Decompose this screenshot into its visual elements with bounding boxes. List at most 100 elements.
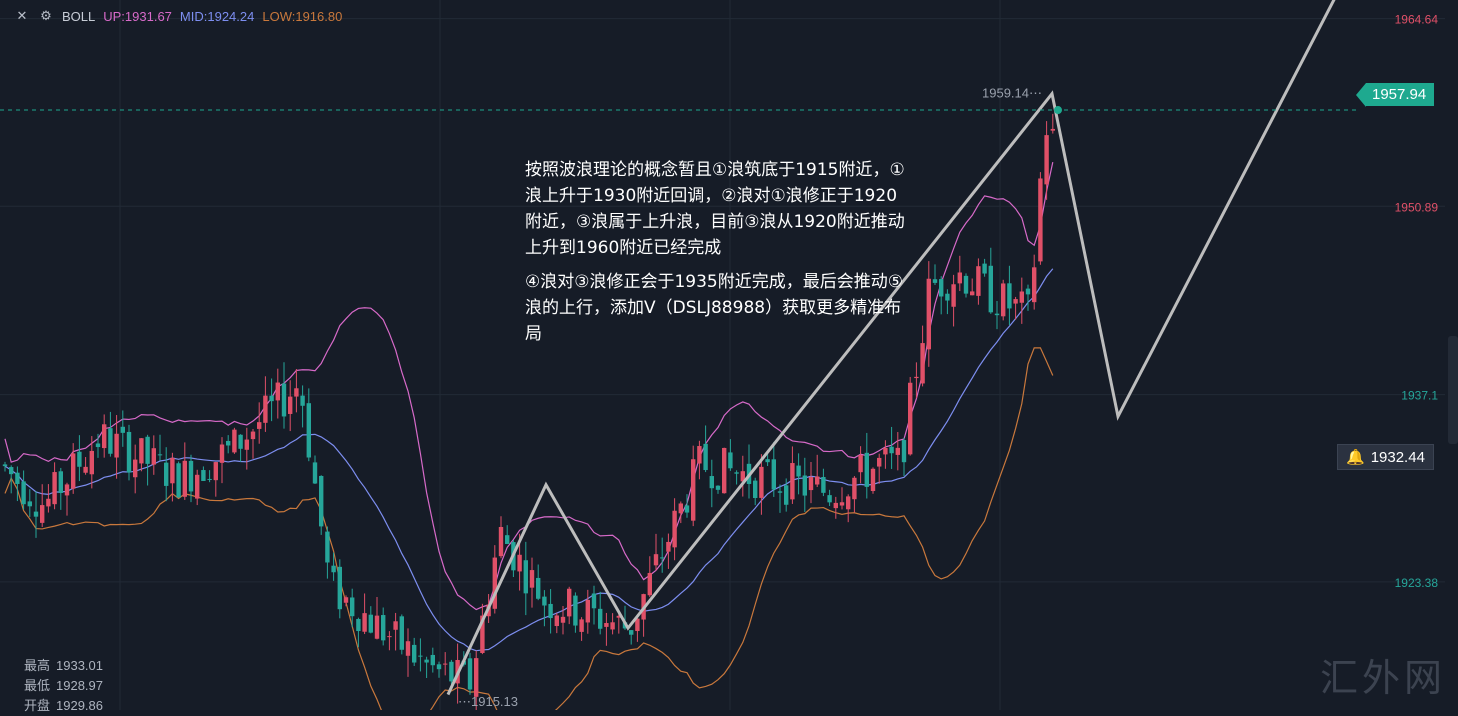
candle-body — [529, 570, 535, 588]
candle-body — [294, 388, 299, 397]
candle-body — [548, 603, 553, 619]
candle-body — [288, 396, 293, 414]
candle-body — [1013, 299, 1018, 304]
candle-body — [877, 457, 882, 467]
candle-body — [1007, 283, 1012, 309]
candle-body — [1025, 288, 1031, 295]
candle-body — [728, 452, 733, 469]
candle-body — [474, 658, 479, 697]
boll-low-value: LOW:1916.80 — [262, 8, 343, 24]
candle-body — [325, 531, 330, 563]
candle-body — [684, 505, 690, 513]
candle-body — [319, 475, 324, 527]
candle-body — [238, 434, 243, 449]
candle-body — [263, 395, 268, 423]
candle-body — [436, 664, 442, 670]
candle-body — [970, 291, 975, 296]
candle-body — [579, 619, 584, 632]
candle-body — [672, 510, 677, 548]
boll-middle-line — [4, 268, 1054, 652]
candle-body — [846, 496, 851, 510]
candle-body — [802, 475, 807, 496]
candle-body — [418, 655, 423, 657]
last-price-dot — [1054, 106, 1062, 115]
y-axis-tick-label: 1937.1 — [1401, 389, 1438, 403]
candle-body — [858, 454, 863, 473]
candle-body — [331, 565, 336, 573]
candle-body — [257, 422, 262, 429]
boll-lower-band — [4, 347, 1054, 710]
candle-body — [554, 615, 559, 627]
price-alert-tag[interactable]: 🔔 1932.44 — [1337, 444, 1434, 470]
candle-body — [164, 462, 169, 486]
candle-body — [58, 471, 63, 493]
candle-body — [145, 436, 150, 464]
candle-body — [498, 526, 504, 557]
boll-middle-band — [4, 268, 1054, 652]
candle-body — [219, 444, 225, 463]
low-value: 1928.97 — [56, 678, 104, 693]
boll-up-value: UP:1931.67 — [103, 8, 172, 24]
close-icon[interactable]: ✕ — [16, 8, 28, 23]
candle-body — [195, 474, 200, 499]
candle-body — [27, 501, 32, 507]
candle-body — [598, 608, 603, 629]
wave-zigzag-line — [446, 0, 1336, 696]
candle-body — [33, 511, 39, 517]
candle-body — [715, 485, 721, 490]
candle-body — [753, 480, 758, 498]
axis-scroll-handle[interactable] — [1448, 336, 1458, 444]
candle-body — [71, 453, 76, 489]
y-axis-tick-label: 1964.64 — [1395, 13, 1439, 27]
settings-gear-icon[interactable]: ⚙ — [40, 8, 52, 23]
elliott-wave-line — [446, 0, 1336, 696]
candle-body — [821, 476, 826, 493]
low-label: 最低 — [24, 678, 51, 693]
boll-mid-value: MID:1924.24 — [179, 8, 255, 24]
candle-body — [232, 429, 237, 453]
candle-body — [777, 491, 783, 493]
candle-body — [920, 343, 925, 384]
site-watermark: 汇外网 — [1319, 656, 1446, 700]
candle-body — [412, 644, 417, 663]
candle-body — [269, 395, 274, 402]
wave-analysis-annotation: 按照波浪理论的概念暂且①浪筑底于1915附近，①浪上升于1930附近回调，②浪对… — [525, 157, 905, 355]
candle-body — [808, 477, 814, 491]
candle-body — [629, 630, 634, 635]
candle-body — [95, 443, 101, 448]
candle-body — [839, 502, 845, 506]
candle-body — [560, 616, 566, 623]
candle-body — [381, 615, 386, 641]
candle-body — [635, 618, 640, 632]
candle-body — [666, 541, 671, 552]
candle-body — [939, 279, 944, 297]
candle-body — [653, 554, 659, 566]
candle-body — [40, 505, 45, 523]
candle-body — [740, 471, 745, 482]
candle-body — [368, 614, 373, 633]
boll-lower-line — [4, 347, 1054, 710]
candle-body — [932, 279, 938, 283]
candle-body — [542, 596, 547, 606]
candle-body — [1001, 283, 1006, 317]
candle-body — [790, 463, 795, 500]
candle-body — [226, 440, 231, 446]
candle-body — [709, 476, 714, 489]
y-axis-tick-label: 1950.89 — [1395, 200, 1439, 214]
candle-body — [815, 476, 820, 485]
candle-body — [883, 447, 888, 455]
peak-price-label: 1959.14⋯ — [982, 86, 1042, 101]
candle-body — [784, 485, 789, 505]
candle-body — [176, 463, 181, 498]
candle-body — [895, 447, 900, 455]
candle-body — [430, 654, 435, 666]
candle-body — [170, 457, 175, 484]
candle-body — [449, 661, 454, 682]
candle-body — [523, 560, 528, 594]
high-value: 1933.01 — [56, 658, 104, 673]
candle-body — [443, 663, 448, 665]
bell-icon: 🔔 — [1346, 449, 1365, 466]
candle-body — [480, 615, 485, 653]
candle-body — [976, 266, 981, 296]
